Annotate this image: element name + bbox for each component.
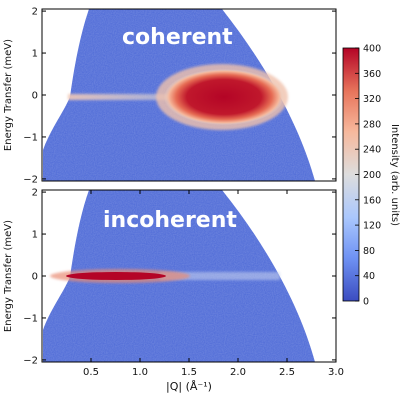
y-tick-label: −1 (23, 313, 38, 324)
colorbar-tick-label: 200 (363, 170, 381, 181)
y-tick-label: 2 (32, 7, 38, 18)
x-tick-label: 2.0 (230, 367, 246, 378)
y-tick-label: −2 (23, 355, 38, 366)
colorbar-tick-label: 80 (363, 246, 375, 257)
colorbar-tick-label: 280 (363, 119, 381, 130)
x-tick-label: 0.5 (83, 367, 99, 378)
incoherent-label: incoherent (103, 208, 237, 233)
colorbar-ticks: 0 40 80 120 160 200 240 280 320 360 400 (355, 44, 381, 308)
x-tick-label: 1.0 (132, 367, 148, 378)
incoherent-panel: incoherent −2 −1 0 1 2 0.5 1.0 1.5 2.0 2.5 3.0 En… (3, 188, 344, 393)
colorbar-label: Intensity (arb. units) (389, 124, 400, 226)
colorbar-tick-label: 400 (363, 44, 381, 55)
y-tick-label: 2 (32, 188, 38, 199)
incoherent-y-axis-label: Energy Transfer (meV) (3, 220, 14, 332)
colorbar: 0 40 80 120 160 200 240 280 320 360 400 Intensity … (342, 44, 400, 308)
coherent-quasielastic-lobe (164, 69, 284, 125)
y-tick-label: −2 (23, 174, 38, 185)
x-tick-label: 2.5 (279, 367, 295, 378)
incoherent-elastic-line-fade (160, 272, 280, 280)
incoherent-y-ticks: −2 −1 0 1 2 (23, 188, 336, 366)
colorbar-tick-label: 360 (363, 69, 381, 80)
incoherent-elastic-line (66, 272, 166, 280)
y-tick-label: −1 (23, 132, 38, 143)
coherent-label: coherent (122, 25, 233, 50)
x-axis-label: |Q| (Å⁻¹) (166, 380, 212, 393)
colorbar-tick-label: 120 (363, 221, 381, 232)
coherent-y-axis-label: Energy Transfer (meV) (3, 39, 14, 151)
colorbar-tick-label: 40 (363, 271, 375, 282)
y-tick-label: 0 (32, 91, 38, 102)
coherent-panel: coherent −2 −1 0 1 2 Energy Transfer (meV) (3, 7, 337, 185)
y-tick-label: 1 (32, 230, 38, 241)
colorbar-tick-label: 320 (363, 94, 381, 105)
incoherent-x-ticks: 0.5 1.0 1.5 2.0 2.5 3.0 (83, 190, 344, 378)
x-tick-label: 3.0 (328, 367, 344, 378)
y-tick-label: 0 (32, 272, 38, 283)
coherent-y-ticks: −2 −1 0 1 2 (23, 7, 336, 185)
colorbar-tick-label: 240 (363, 145, 381, 156)
colorbar-tick-label: 160 (363, 195, 381, 206)
x-tick-label: 1.5 (181, 367, 197, 378)
colorbar-tick-label: 0 (363, 297, 369, 308)
y-tick-label: 1 (32, 49, 38, 60)
